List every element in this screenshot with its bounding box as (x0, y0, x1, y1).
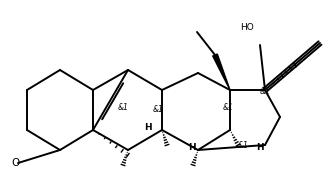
Text: &1: &1 (118, 102, 128, 112)
Text: H: H (144, 124, 152, 133)
Text: H: H (188, 144, 196, 152)
Text: &1: &1 (260, 87, 270, 96)
Text: HO: HO (240, 24, 254, 32)
Polygon shape (213, 54, 230, 90)
Text: H: H (256, 144, 264, 152)
Text: O: O (11, 158, 19, 168)
Text: &1: &1 (223, 103, 233, 113)
Text: &1: &1 (152, 104, 163, 113)
Text: &1: &1 (238, 141, 248, 150)
